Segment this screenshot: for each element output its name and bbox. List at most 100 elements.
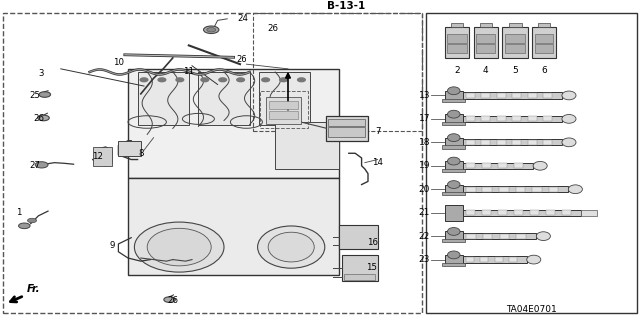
Bar [483,234,492,239]
Text: TA04E0701: TA04E0701 [506,305,557,314]
Bar [514,163,523,168]
Bar [442,192,465,196]
Ellipse shape [134,222,224,272]
Ellipse shape [447,181,460,189]
Bar [516,187,525,192]
Bar [535,34,553,43]
Bar [481,116,490,122]
Bar [528,116,537,122]
Bar [266,97,301,123]
Bar [466,187,476,192]
Bar [474,27,498,58]
Bar [128,178,339,275]
Bar [512,140,521,145]
Circle shape [164,297,175,302]
Circle shape [19,223,30,229]
Circle shape [280,78,287,82]
Bar [93,147,112,166]
Bar [463,116,562,122]
Bar [502,27,528,58]
Bar [532,187,541,192]
Circle shape [237,78,244,82]
Circle shape [176,78,184,82]
Text: 8: 8 [138,149,143,158]
Text: 11: 11 [183,68,195,77]
Bar [3,12,422,313]
Bar [483,187,492,192]
Bar [538,23,550,27]
Text: 2: 2 [454,66,460,75]
Bar [498,163,507,168]
Circle shape [262,78,269,82]
Bar [499,234,509,239]
Ellipse shape [268,232,314,262]
Text: 26: 26 [33,115,44,123]
Text: 25: 25 [29,91,41,100]
Text: 4: 4 [483,66,488,75]
Bar [466,210,476,215]
Ellipse shape [527,255,541,264]
Bar [482,210,492,215]
Bar [476,34,495,43]
Bar [447,34,467,43]
Bar [481,93,490,98]
Bar [562,210,572,215]
Bar [482,163,491,168]
Bar [499,187,509,192]
Text: 9: 9 [109,241,115,250]
Text: 21: 21 [419,208,430,217]
Bar [463,163,533,169]
Bar [339,225,378,249]
Bar [128,69,339,178]
Text: 13: 13 [419,91,430,100]
Ellipse shape [568,185,582,194]
Bar [497,116,506,122]
Bar [445,205,463,220]
Circle shape [219,78,227,82]
Circle shape [28,218,36,223]
Bar [543,140,552,145]
Text: 26: 26 [236,55,246,64]
Bar [528,140,537,145]
Text: B-13-1: B-13-1 [327,1,365,11]
Text: Fr.: Fr. [27,284,40,294]
Bar [581,210,597,216]
Text: 27: 27 [29,161,41,170]
Ellipse shape [536,232,550,241]
Bar [543,116,552,122]
Bar [476,44,495,53]
Bar [509,23,522,27]
Bar [466,234,476,239]
Text: 5: 5 [513,66,518,75]
Ellipse shape [447,251,460,259]
Bar [445,185,463,194]
Bar [495,257,503,262]
Circle shape [140,78,148,82]
Bar [342,255,378,281]
Bar [269,111,298,119]
Bar [118,141,141,156]
Bar [442,239,465,242]
Bar [326,116,368,141]
Bar [497,140,506,145]
Text: 15: 15 [365,263,377,272]
Circle shape [38,115,49,121]
Bar [445,114,463,123]
Bar [466,257,474,262]
Bar [463,139,562,145]
Text: 6: 6 [541,66,547,75]
Bar [442,99,465,102]
Ellipse shape [447,110,460,118]
Text: 16: 16 [367,238,378,247]
Bar [512,116,521,122]
Text: 19: 19 [419,161,430,170]
Bar [463,256,527,263]
Bar [528,93,537,98]
Bar [548,187,558,192]
Bar [328,127,365,137]
Circle shape [207,27,216,32]
Text: 24: 24 [237,14,249,23]
Bar [275,122,339,169]
Text: 1: 1 [17,208,22,217]
Bar [253,12,422,131]
